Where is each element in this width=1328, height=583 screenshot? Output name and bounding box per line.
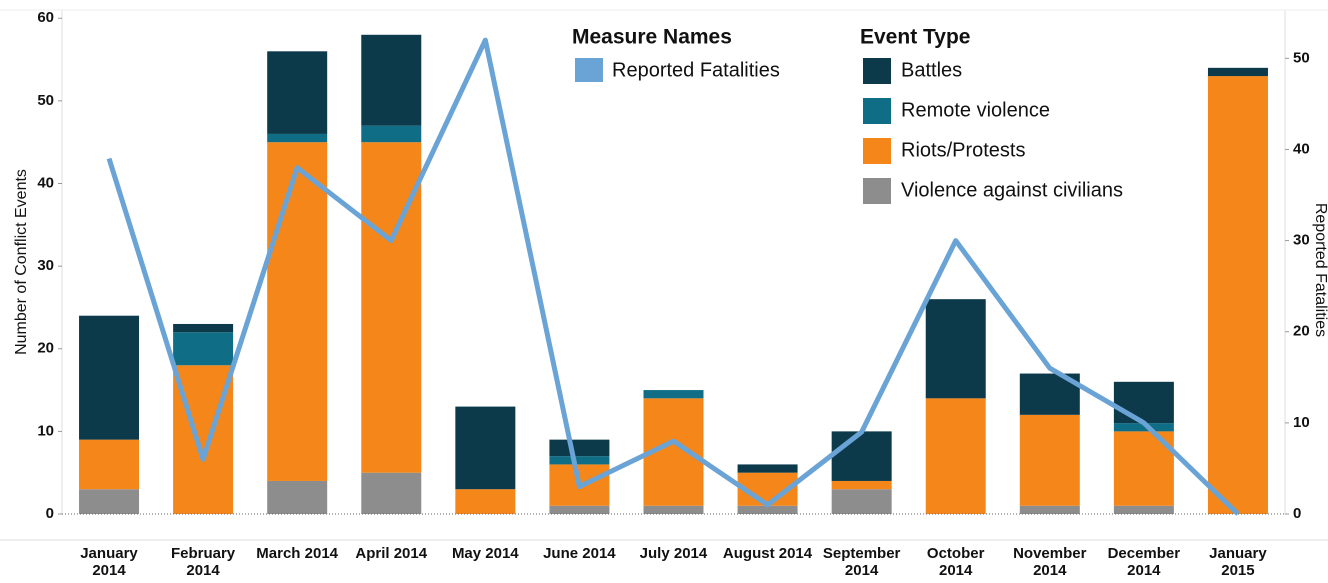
y-tick-label: 60 <box>37 9 54 26</box>
bar-segment <box>361 34 422 126</box>
bar-segment <box>1019 505 1080 514</box>
legend-swatch <box>863 178 891 204</box>
x-tick-label: January 2014 <box>80 545 138 579</box>
bar-segment <box>455 489 516 514</box>
legend-swatch <box>863 98 891 124</box>
bar-segment <box>267 480 328 514</box>
bar-segment <box>643 505 704 514</box>
bar-segment <box>173 323 234 333</box>
bar-segment <box>361 472 422 514</box>
y2-axis-label: Reported Fatalities <box>1312 203 1328 337</box>
bar-segment <box>1207 76 1268 514</box>
y2-tick-label: 0 <box>1293 505 1301 522</box>
bar-segment <box>1113 423 1174 432</box>
bar-segment <box>549 439 610 457</box>
bar-segment <box>831 489 892 514</box>
x-tick-label: October 2014 <box>926 545 985 579</box>
x-tick-label: February 2014 <box>170 545 236 579</box>
y-tick-label: 10 <box>37 422 54 439</box>
y-tick-label: 50 <box>37 92 54 109</box>
y-axis-label: Number of Conflict Events <box>13 169 30 355</box>
bar-segment <box>1207 67 1268 77</box>
x-tick-label: November 2014 <box>1013 545 1087 579</box>
bar-segment <box>267 133 328 143</box>
bar-segment <box>737 464 798 473</box>
legend-label: Riots/Protests <box>901 139 1025 161</box>
legend-label: Remote violence <box>901 99 1050 121</box>
legend-label: Battles <box>901 59 962 81</box>
y2-tick-label: 20 <box>1293 323 1310 340</box>
legend-title: Measure Names <box>572 26 732 49</box>
x-tick-label: March 2014 <box>256 545 338 562</box>
x-tick-label: April 2014 <box>355 545 428 562</box>
y2-tick-label: 50 <box>1293 49 1310 66</box>
bar-segment <box>925 398 986 514</box>
y-tick-label: 20 <box>37 340 54 357</box>
bar-segment <box>925 299 986 399</box>
y-tick-label: 30 <box>37 257 54 274</box>
legend-swatch <box>863 58 891 84</box>
y2-tick-label: 30 <box>1293 232 1310 249</box>
y2-tick-label: 40 <box>1293 140 1310 157</box>
bar-segment <box>267 142 328 481</box>
x-tick-label: August 2014 <box>722 545 813 562</box>
bar-segment <box>79 439 140 490</box>
x-tick-label: September 2014 <box>822 545 901 579</box>
x-tick-label: January 2015 <box>1209 545 1267 579</box>
bar-segment <box>831 431 892 481</box>
y-tick-label: 40 <box>37 174 54 191</box>
x-tick-label: June 2014 <box>543 545 616 562</box>
x-tick-label: May 2014 <box>451 545 519 562</box>
bar-segment <box>173 332 234 366</box>
line <box>106 37 1240 516</box>
x-tick-label: July 2014 <box>639 545 708 562</box>
bar-segment <box>455 406 516 490</box>
bar-segment <box>1019 414 1080 506</box>
bar-segment <box>549 456 610 465</box>
legend-swatch <box>575 58 603 82</box>
bar-segment <box>549 505 610 514</box>
bar-segment <box>1113 505 1174 514</box>
legend-swatch <box>863 138 891 164</box>
bar-segment <box>1113 381 1174 424</box>
bar-segment <box>643 390 704 399</box>
bar-segment <box>737 505 798 514</box>
bar-segment <box>831 480 892 490</box>
legend-label: Violence against civilians <box>901 179 1123 201</box>
bar-segment <box>267 51 328 134</box>
y-tick-label: 0 <box>46 505 54 522</box>
bar-segment <box>79 315 140 440</box>
bar-segment <box>361 125 422 143</box>
x-tick-label: December 2014 <box>1107 545 1181 579</box>
y2-tick-label: 10 <box>1293 414 1310 431</box>
bar-segment <box>79 489 140 514</box>
legend-label: Reported Fatalities <box>612 59 780 81</box>
legend-title: Event Type <box>860 26 970 49</box>
